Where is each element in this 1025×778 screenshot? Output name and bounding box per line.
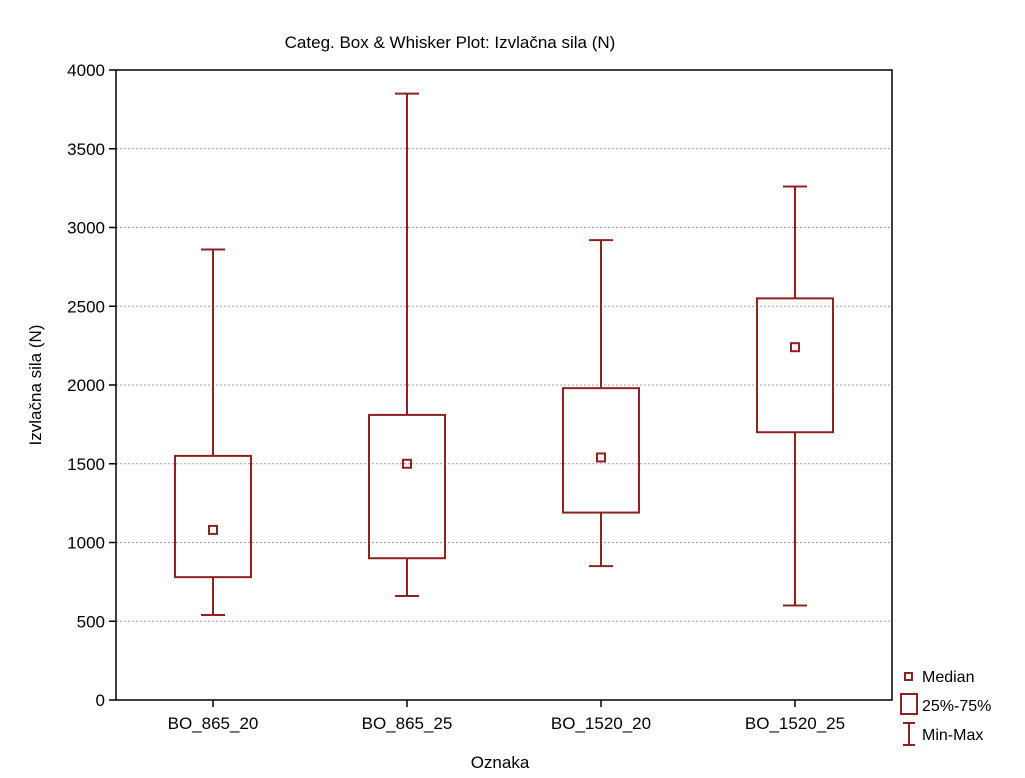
y-tick-label: 2500 bbox=[67, 297, 105, 316]
iqr-box bbox=[174, 454, 252, 579]
x-axis-ticks: BO_865_20 BO_865_25 BO_1520_20 BO_1520_25 bbox=[168, 700, 845, 733]
median-marker bbox=[208, 524, 218, 535]
box-group-bo-865-25 bbox=[368, 92, 446, 598]
box-group-bo-1520-25 bbox=[756, 185, 834, 607]
x-axis-label: Oznaka bbox=[471, 753, 530, 772]
y-tick-label: 1500 bbox=[67, 455, 105, 474]
y-axis-ticks: 0 500 1000 1500 2000 2500 3000 3500 4000 bbox=[67, 61, 116, 710]
y-tick-label: 3000 bbox=[67, 219, 105, 238]
chart-title: Categ. Box & Whisker Plot: Izvlačna sila… bbox=[285, 33, 616, 52]
y-tick-label: 2000 bbox=[67, 376, 105, 395]
iqr-box bbox=[368, 413, 446, 560]
legend-whisker-marker bbox=[903, 722, 915, 746]
legend-minmax-label: Min-Max bbox=[922, 727, 983, 744]
iqr-box bbox=[562, 387, 640, 514]
x-tick-label: BO_865_20 bbox=[168, 714, 259, 733]
y-tick-label: 0 bbox=[96, 691, 105, 710]
box-group-bo-865-20 bbox=[174, 248, 252, 616]
legend-box-label: 25%-75% bbox=[922, 698, 991, 715]
y-tick-label: 3500 bbox=[67, 140, 105, 159]
y-tick-label: 500 bbox=[77, 612, 105, 631]
y-tick-label: 1000 bbox=[67, 534, 105, 553]
y-axis-label: Izvlačna sila (N) bbox=[26, 325, 45, 446]
box-group-bo-1520-20 bbox=[562, 239, 640, 568]
legend: Median 25%-75% Min-Max bbox=[900, 669, 991, 746]
median-marker bbox=[402, 458, 412, 469]
x-tick-label: BO_865_25 bbox=[362, 714, 453, 733]
x-tick-label: BO_1520_20 bbox=[551, 714, 651, 733]
median-marker bbox=[596, 452, 606, 463]
y-tick-label: 4000 bbox=[67, 61, 105, 80]
median-marker bbox=[790, 342, 800, 353]
iqr-box bbox=[756, 297, 834, 434]
boxes-group bbox=[174, 92, 834, 616]
grid-lines bbox=[116, 148, 892, 622]
x-tick-label: BO_1520_25 bbox=[745, 714, 845, 733]
legend-box-marker bbox=[900, 693, 918, 715]
legend-median-marker bbox=[904, 672, 913, 681]
legend-median-label: Median bbox=[922, 669, 974, 686]
